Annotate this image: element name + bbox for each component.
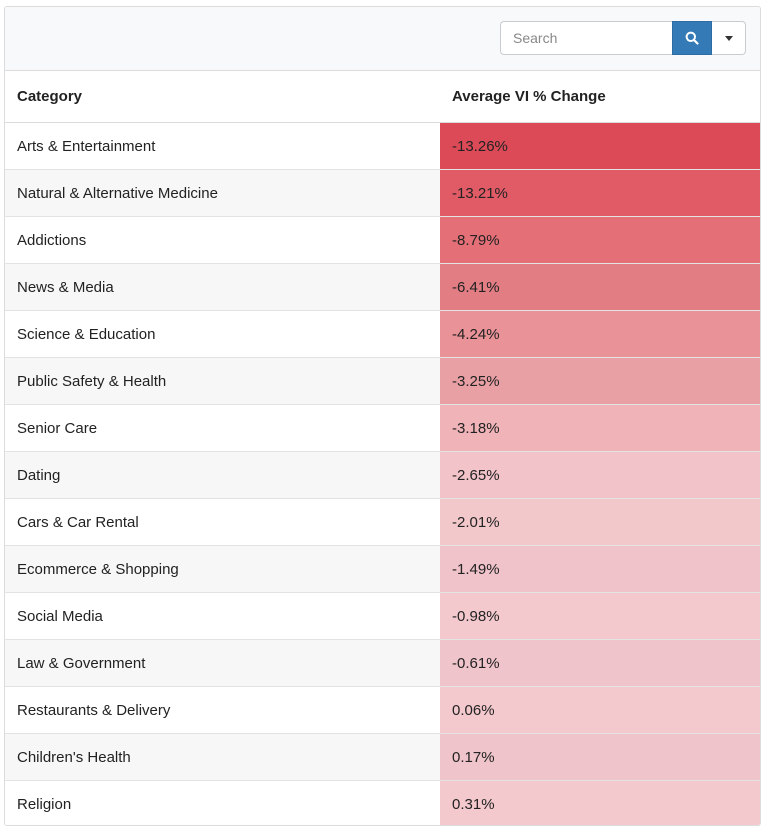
category-cell: Law & Government <box>5 639 440 687</box>
table-row: Arts & Entertainment -13.26% <box>5 122 760 170</box>
change-cell: -13.21% <box>440 169 760 217</box>
search-icon <box>685 31 699 45</box>
category-cell: Cars & Car Rental <box>5 498 440 546</box>
change-cell: -4.24% <box>440 310 760 358</box>
category-cell: Restaurants & Delivery <box>5 686 440 734</box>
caret-down-icon <box>724 35 733 41</box>
table-row: Children's Health 0.17% <box>5 733 760 781</box>
change-cell: 0.17% <box>440 733 760 781</box>
change-cell: -3.18% <box>440 404 760 452</box>
category-cell: Senior Care <box>5 404 440 452</box>
category-cell: Science & Education <box>5 310 440 358</box>
change-cell: -0.61% <box>440 639 760 687</box>
change-cell: -13.26% <box>440 122 760 170</box>
table-row: Natural & Alternative Medicine -13.21% <box>5 169 760 217</box>
change-cell: -6.41% <box>440 263 760 311</box>
change-cell: -2.01% <box>440 498 760 546</box>
category-cell: Addictions <box>5 216 440 264</box>
table-toolbar <box>5 7 760 71</box>
table-row: Religion 0.31% <box>5 780 760 825</box>
category-cell: Public Safety & Health <box>5 357 440 405</box>
table-row: Dating -2.65% <box>5 451 760 499</box>
table-row: Addictions -8.79% <box>5 216 760 264</box>
table-row: Restaurants & Delivery 0.06% <box>5 686 760 734</box>
category-cell: News & Media <box>5 263 440 311</box>
change-cell: 0.31% <box>440 780 760 825</box>
change-cell: 0.06% <box>440 686 760 734</box>
category-table: Category Average VI % Change Arts & Ente… <box>5 71 760 825</box>
column-header-change[interactable]: Average VI % Change <box>440 71 760 123</box>
category-cell: Ecommerce & Shopping <box>5 545 440 593</box>
data-table-panel: Category Average VI % Change Arts & Ente… <box>4 6 761 826</box>
category-cell: Dating <box>5 451 440 499</box>
category-cell: Natural & Alternative Medicine <box>5 169 440 217</box>
table-row: Cars & Car Rental -2.01% <box>5 498 760 546</box>
category-cell: Arts & Entertainment <box>5 122 440 170</box>
category-cell: Religion <box>5 780 440 825</box>
column-header-category[interactable]: Category <box>5 71 440 123</box>
search-input[interactable] <box>500 21 672 55</box>
table-body: Arts & Entertainment -13.26% Natural & Alt… <box>5 122 760 825</box>
change-cell: -3.25% <box>440 357 760 405</box>
table-header-row: Category Average VI % Change <box>5 71 760 123</box>
change-cell: -0.98% <box>440 592 760 640</box>
table-row: Public Safety & Health -3.25% <box>5 357 760 405</box>
table-row: Ecommerce & Shopping -1.49% <box>5 545 760 593</box>
table-row: Senior Care -3.18% <box>5 404 760 452</box>
table-row: News & Media -6.41% <box>5 263 760 311</box>
table-row: Social Media -0.98% <box>5 592 760 640</box>
change-cell: -1.49% <box>440 545 760 593</box>
category-cell: Social Media <box>5 592 440 640</box>
table-row: Science & Education -4.24% <box>5 310 760 358</box>
table-row: Law & Government -0.61% <box>5 639 760 687</box>
dropdown-toggle-button[interactable] <box>712 21 746 55</box>
change-cell: -8.79% <box>440 216 760 264</box>
search-group <box>500 21 746 55</box>
category-cell: Children's Health <box>5 733 440 781</box>
change-cell: -2.65% <box>440 451 760 499</box>
search-button[interactable] <box>672 21 712 55</box>
